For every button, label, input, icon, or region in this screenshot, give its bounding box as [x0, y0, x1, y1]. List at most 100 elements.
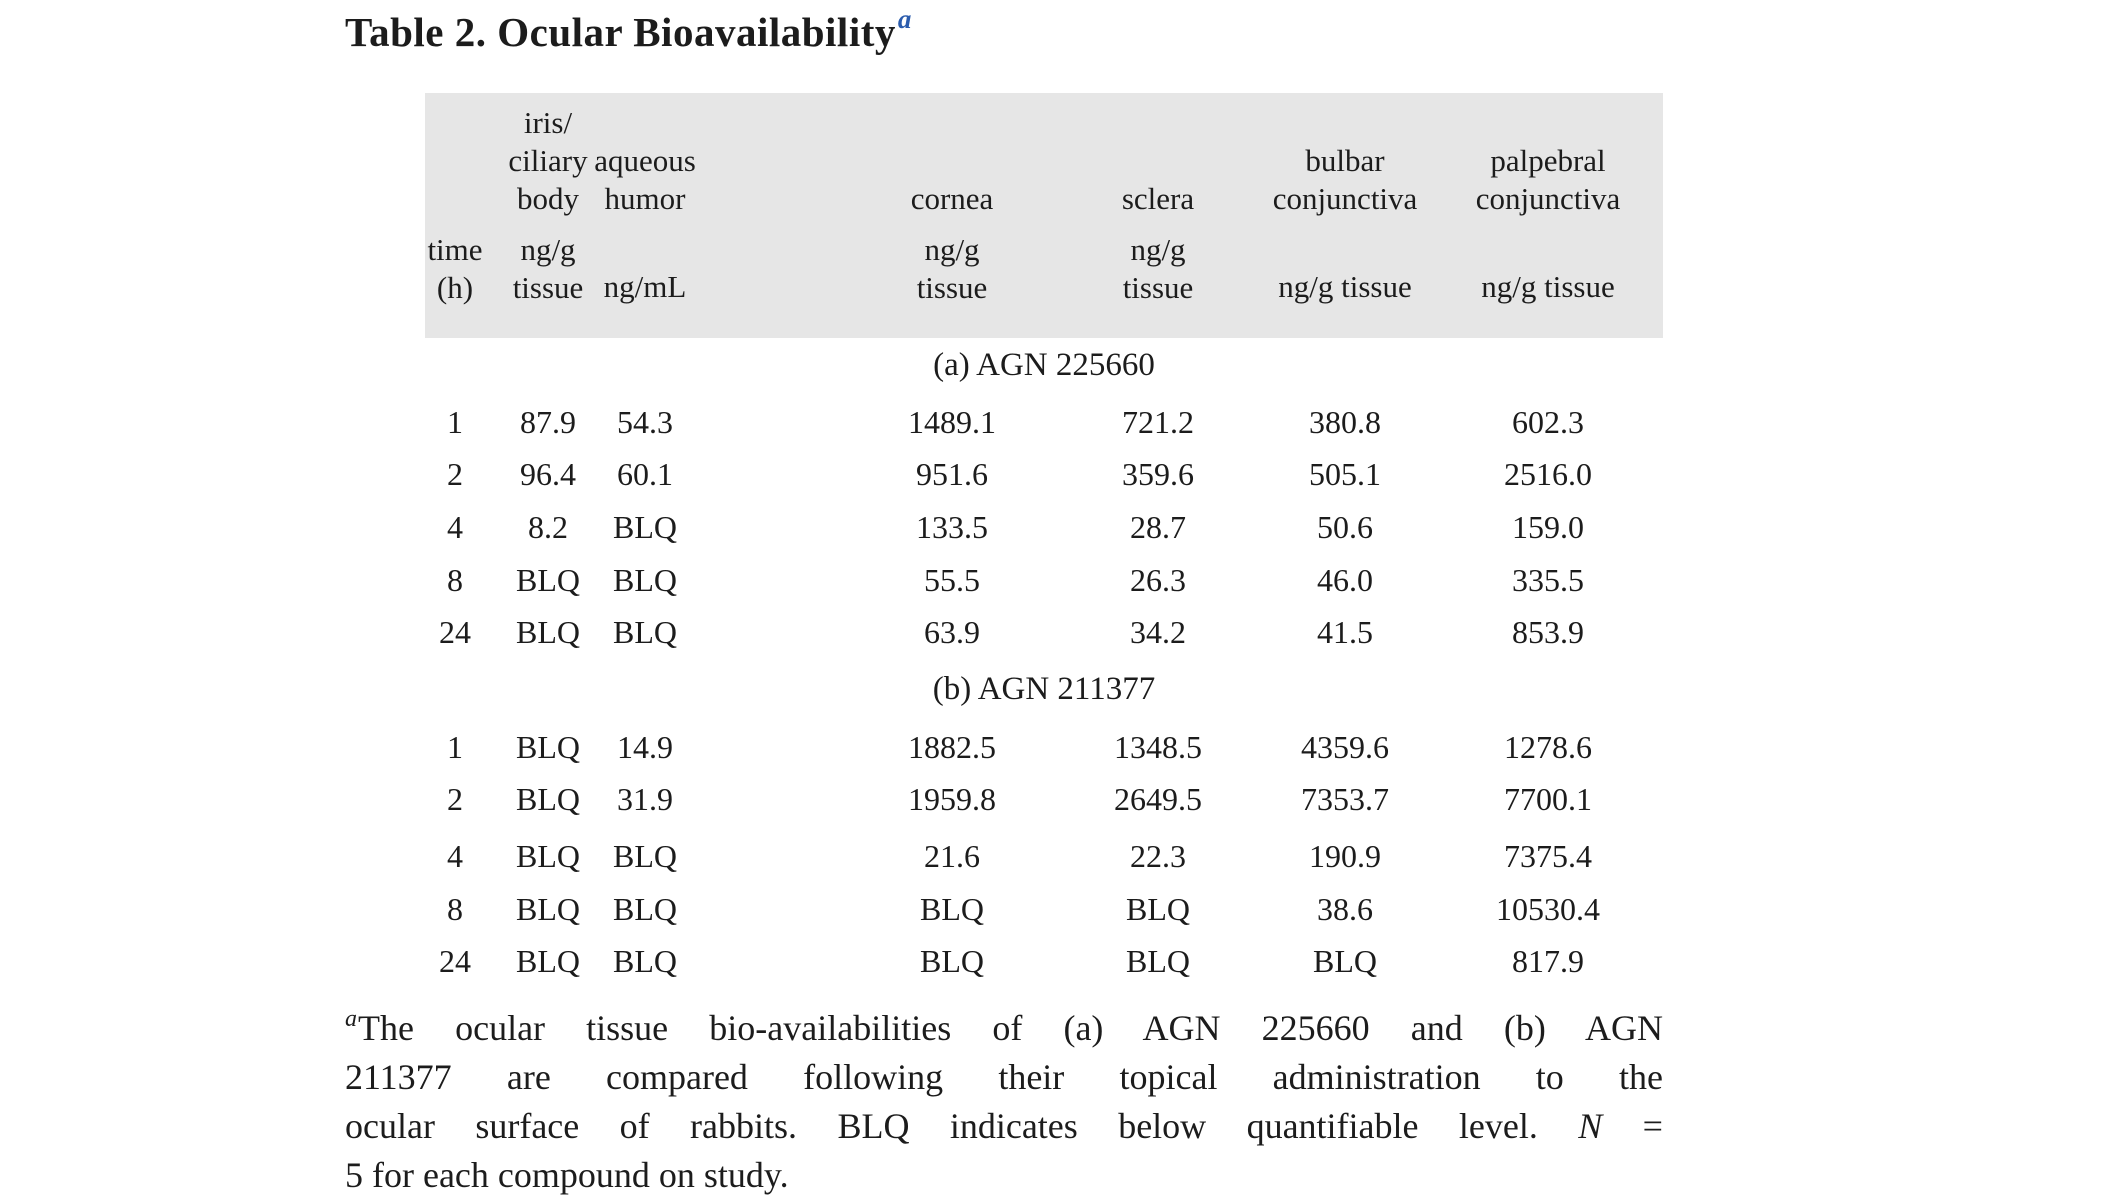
- cell-iris-ciliary-body: BLQ: [516, 891, 580, 927]
- col-header-line: aqueous: [594, 143, 696, 178]
- unit-header-aqueous-ng-ml: ng/mL: [545, 268, 745, 306]
- table-title: Table 2. Ocular Bioavailabilitya: [345, 4, 912, 56]
- footnote-marker: a: [345, 1006, 357, 1032]
- col-header-line: conjunctiva: [1272, 181, 1418, 216]
- col-header-cornea: cornea: [852, 180, 1052, 218]
- cell-bulbar-conjunctiva: 7353.7: [1301, 781, 1389, 817]
- cell-sclera: 34.2: [1130, 614, 1186, 650]
- cell-bulbar-conjunctiva: 380.8: [1309, 404, 1381, 440]
- unit-header-cornea-ng-g-tissue: ng/g tissue: [852, 231, 1052, 307]
- table-row: 4 BLQ BLQ 21.6 22.3 190.9 7375.4: [0, 830, 2112, 882]
- cell-sclera: 359.6: [1122, 456, 1194, 492]
- col-header-line: humor: [604, 181, 686, 216]
- cell-cornea: 63.9: [924, 614, 980, 650]
- col-header-line: bulbar: [1305, 143, 1385, 178]
- unit-header-time-h: time (h): [355, 231, 555, 307]
- cell-bulbar-conjunctiva: 4359.6: [1301, 729, 1389, 765]
- cell-time: 1: [447, 729, 463, 765]
- cell-sclera: 26.3: [1130, 562, 1186, 598]
- cell-iris-ciliary-body: 87.9: [520, 404, 576, 440]
- cell-aqueous-humor: BLQ: [613, 562, 677, 598]
- cell-palpebral-conjunctiva: 817.9: [1512, 943, 1584, 979]
- cell-sclera: BLQ: [1126, 891, 1190, 927]
- footnote-text: The ocular tissue bio-availabilities of …: [358, 1008, 1663, 1048]
- table-row: 2 BLQ 31.9 1959.8 2649.5 7353.7 7700.1: [0, 773, 2112, 825]
- table-row: 24 BLQ BLQ 63.9 34.2 41.5 853.9: [0, 606, 2112, 658]
- cell-cornea: 951.6: [916, 456, 988, 492]
- col-header-iris-ciliary-body: iris/ ciliary body: [448, 104, 648, 218]
- cell-cornea: 55.5: [924, 562, 980, 598]
- cell-iris-ciliary-body: 8.2: [528, 509, 568, 545]
- cell-bulbar-conjunctiva: 38.6: [1317, 891, 1373, 927]
- col-header-line: body: [517, 181, 579, 216]
- unit-header-bulbar-ng-g-tissue: ng/g tissue: [1245, 268, 1445, 306]
- unit-header-palpebral-ng-g-tissue: ng/g tissue: [1448, 268, 1648, 306]
- cell-iris-ciliary-body: BLQ: [516, 838, 580, 874]
- cell-aqueous-humor: BLQ: [613, 891, 677, 927]
- cell-bulbar-conjunctiva: 190.9: [1309, 838, 1381, 874]
- cell-aqueous-humor: BLQ: [613, 614, 677, 650]
- cell-cornea: BLQ: [920, 943, 984, 979]
- cell-time: 2: [447, 781, 463, 817]
- cell-iris-ciliary-body: BLQ: [516, 729, 580, 765]
- cell-time: 8: [447, 562, 463, 598]
- cell-sclera: 2649.5: [1114, 781, 1202, 817]
- cell-cornea: 21.6: [924, 838, 980, 874]
- cell-time: 1: [447, 404, 463, 440]
- cell-aqueous-humor: BLQ: [613, 838, 677, 874]
- table-title-footnote-marker: a: [897, 4, 912, 34]
- col-header-line: cornea: [910, 181, 994, 216]
- unit-header-line: ng/g: [520, 232, 576, 267]
- cell-bulbar-conjunctiva: 505.1: [1309, 456, 1381, 492]
- table-row: 1 BLQ 14.9 1882.5 1348.5 4359.6 1278.6: [0, 721, 2112, 773]
- footnote-line: aThe ocular tissue bio-availabilities of…: [345, 995, 1663, 1053]
- table-title-text: Table 2. Ocular Bioavailability: [345, 9, 896, 55]
- table-header-background: [425, 93, 1663, 338]
- cell-iris-ciliary-body: BLQ: [516, 781, 580, 817]
- unit-header-line: tissue: [512, 270, 584, 305]
- footnote-n-symbol: N: [1578, 1106, 1603, 1146]
- cell-palpebral-conjunctiva: 602.3: [1512, 404, 1584, 440]
- table-row: 2 96.4 60.1 951.6 359.6 505.1 2516.0: [0, 448, 2112, 500]
- footnote-text: 5 for each compound on study.: [345, 1155, 789, 1195]
- table-footnote: aThe ocular tissue bio-availabilities of…: [345, 995, 1663, 1200]
- col-header-line: conjunctiva: [1475, 181, 1621, 216]
- cell-palpebral-conjunctiva: 7375.4: [1504, 838, 1592, 874]
- footnote-line: ocular surface of rabbits. BLQ indicates…: [345, 1102, 1663, 1151]
- cell-time: 24: [439, 614, 471, 650]
- cell-sclera: 1348.5: [1114, 729, 1202, 765]
- col-header-palpebral-conjunctiva: palpebral conjunctiva: [1448, 142, 1648, 218]
- unit-header-line: ng/mL: [603, 269, 687, 304]
- col-header-bulbar-conjunctiva: bulbar conjunctiva: [1245, 142, 1445, 218]
- cell-time: 4: [447, 509, 463, 545]
- cell-time: 8: [447, 891, 463, 927]
- cell-bulbar-conjunctiva: 46.0: [1317, 562, 1373, 598]
- cell-palpebral-conjunctiva: 1278.6: [1504, 729, 1592, 765]
- col-header-aqueous-humor: aqueous humor: [545, 142, 745, 218]
- unit-header-line: tissue: [1122, 270, 1194, 305]
- cell-cornea: 1882.5: [908, 729, 996, 765]
- cell-palpebral-conjunctiva: 10530.4: [1496, 891, 1600, 927]
- col-header-line: sclera: [1121, 181, 1195, 216]
- cell-palpebral-conjunctiva: 159.0: [1512, 509, 1584, 545]
- unit-header-line: ng/g tissue: [1481, 269, 1615, 304]
- cell-cornea: 1959.8: [908, 781, 996, 817]
- cell-bulbar-conjunctiva: BLQ: [1313, 943, 1377, 979]
- cell-aqueous-humor: 54.3: [617, 404, 673, 440]
- table-row: 24 BLQ BLQ BLQ BLQ BLQ 817.9: [0, 935, 2112, 987]
- cell-iris-ciliary-body: BLQ: [516, 614, 580, 650]
- cell-aqueous-humor: BLQ: [613, 943, 677, 979]
- cell-time: 24: [439, 943, 471, 979]
- unit-header-line: ng/g: [1130, 232, 1186, 267]
- cell-time: 2: [447, 456, 463, 492]
- cell-aqueous-humor: BLQ: [613, 509, 677, 545]
- section-b-label: (b) AGN 211377: [932, 671, 1156, 707]
- unit-header-line: (h): [436, 270, 474, 305]
- footnote-line: 211377 are compared following their topi…: [345, 1053, 1663, 1102]
- unit-header-line: ng/g tissue: [1278, 269, 1412, 304]
- col-header-sclera: sclera: [1058, 180, 1258, 218]
- unit-header-line: tissue: [916, 270, 988, 305]
- unit-header-iris-ng-g-tissue: ng/g tissue: [448, 231, 648, 307]
- cell-cornea: 1489.1: [908, 404, 996, 440]
- section-a-label: (a) AGN 225660: [933, 347, 1155, 383]
